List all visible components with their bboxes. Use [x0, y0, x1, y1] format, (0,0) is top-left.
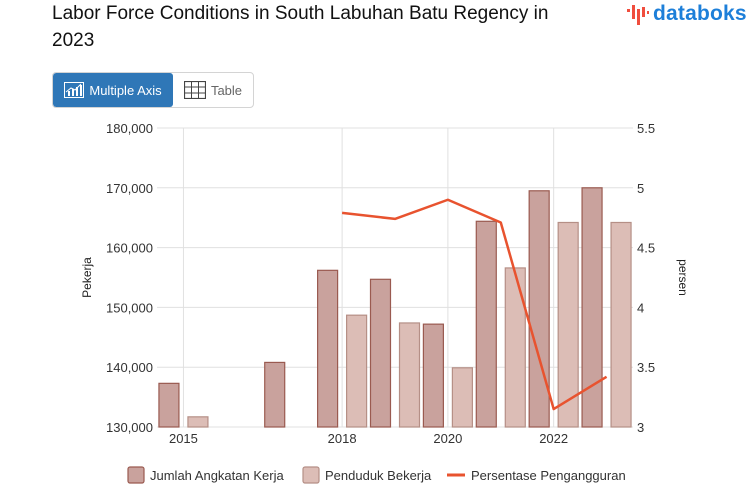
table-icon: [183, 81, 206, 99]
y-right-tick-label: 4.5: [637, 241, 655, 256]
legend-swatch-penduduk-bekerja: [302, 466, 320, 484]
x-tick-label: 2015: [169, 431, 198, 446]
tab-table[interactable]: Table: [173, 73, 253, 107]
y-left-tick-label: 170,000: [106, 181, 153, 196]
bar-jumlah-angkatan-kerja: [158, 382, 180, 428]
x-tick-label: 2018: [328, 431, 357, 446]
y-right-tick-label: 3.5: [637, 360, 655, 375]
x-tick-label: 2022: [539, 431, 568, 446]
legend-label-penduduk-bekerja: Penduduk Bekerja: [325, 468, 432, 483]
tab-multiple-axis[interactable]: Multiple Axis: [53, 73, 173, 107]
y-left-tick-label: 160,000: [106, 241, 153, 256]
bar-penduduk-bekerja: [346, 314, 368, 428]
bar-penduduk-bekerja: [398, 322, 421, 428]
brand-logo[interactable]: databoks: [626, 2, 747, 26]
brand-name: databoks: [653, 2, 747, 25]
chart-icon: [64, 82, 85, 98]
bar-jumlah-angkatan-kerja: [528, 190, 550, 428]
y-right-axis-title: persen: [676, 259, 690, 296]
bar-penduduk-bekerja: [504, 267, 526, 428]
y-left-tick-label: 140,000: [106, 360, 153, 375]
legend-label-persentase-pengangguran: Persentase Pengangguran: [471, 468, 626, 483]
y-left-axis-title: Pekerja: [80, 257, 94, 298]
x-tick-label: 2020: [433, 431, 462, 446]
legend-swatch-jumlah-angkatan-kerja: [127, 466, 145, 484]
legend-label-jumlah-angkatan-kerja: Jumlah Angkatan Kerja: [150, 468, 284, 483]
y-left-tick-label: 150,000: [106, 300, 153, 315]
view-tabs: Multiple Axis Table: [52, 72, 254, 108]
bar-jumlah-angkatan-kerja: [317, 269, 339, 428]
bar-penduduk-bekerja: [557, 221, 579, 428]
bar-penduduk-bekerja: [187, 416, 209, 428]
tab-multiple-axis-label: Multiple Axis: [89, 82, 162, 98]
line-persentase-pengangguran: [341, 198, 608, 411]
bar-jumlah-angkatan-kerja: [475, 220, 497, 428]
y-right-tick-label: 5: [637, 181, 644, 196]
bar-jumlah-angkatan-kerja: [581, 187, 603, 428]
bar-jumlah-angkatan-kerja: [264, 361, 286, 428]
databoks-logo-icon: [627, 5, 649, 25]
y-right-tick-label: 4: [637, 300, 644, 315]
y-right-tick-label: 3: [637, 420, 644, 435]
y-left-tick-label: 180,000: [106, 121, 153, 136]
y-left-tick-label: 130,000: [106, 420, 153, 435]
bar-jumlah-angkatan-kerja: [422, 323, 444, 428]
tab-table-label: Table: [210, 82, 243, 98]
y-right-tick-label: 5.5: [637, 121, 655, 136]
bar-penduduk-bekerja: [451, 367, 473, 428]
chart-title: Labor Force Conditions in South Labuhan …: [52, 3, 549, 51]
bar-penduduk-bekerja: [610, 221, 632, 428]
bar-jumlah-angkatan-kerja: [369, 278, 392, 428]
